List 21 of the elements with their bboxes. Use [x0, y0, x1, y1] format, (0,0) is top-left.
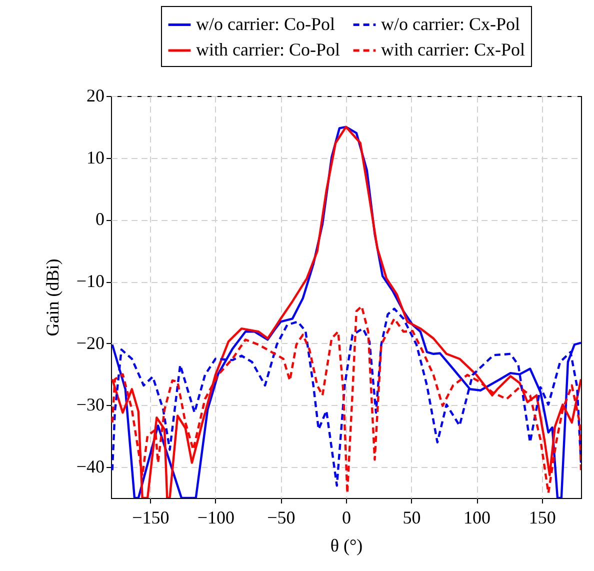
y-tick-label: 10 [86, 147, 104, 168]
legend-label: w/o carrier: Cx-Pol [381, 14, 520, 34]
x-tick-label: −100 [197, 508, 235, 528]
x-tick-label: −150 [132, 508, 170, 528]
y-tick-label: −20 [76, 332, 104, 353]
x-tick-label: 150 [528, 508, 556, 528]
line-series [111, 126, 581, 498]
y-tick-label: −40 [76, 456, 104, 477]
x-tick-label: −50 [267, 508, 296, 528]
y-axis-title: Gain (dBi) [42, 258, 62, 336]
x-tick-label: 50 [402, 508, 421, 528]
y-tick-label: 20 [86, 86, 104, 106]
y-tick-label: 0 [96, 209, 104, 230]
y-tick-label: −30 [76, 394, 104, 415]
legend-label: w/o carrier: Co-Pol [196, 14, 335, 34]
legend-label: with carrier: Co-Pol [196, 40, 340, 60]
y-tick-label: −10 [76, 271, 104, 292]
legend-label: with carrier: Cx-Pol [381, 40, 525, 60]
x-tick-label: 0 [342, 508, 351, 528]
x-tick-label: 100 [464, 508, 491, 528]
x-axis-title: θ (°) [330, 536, 363, 556]
